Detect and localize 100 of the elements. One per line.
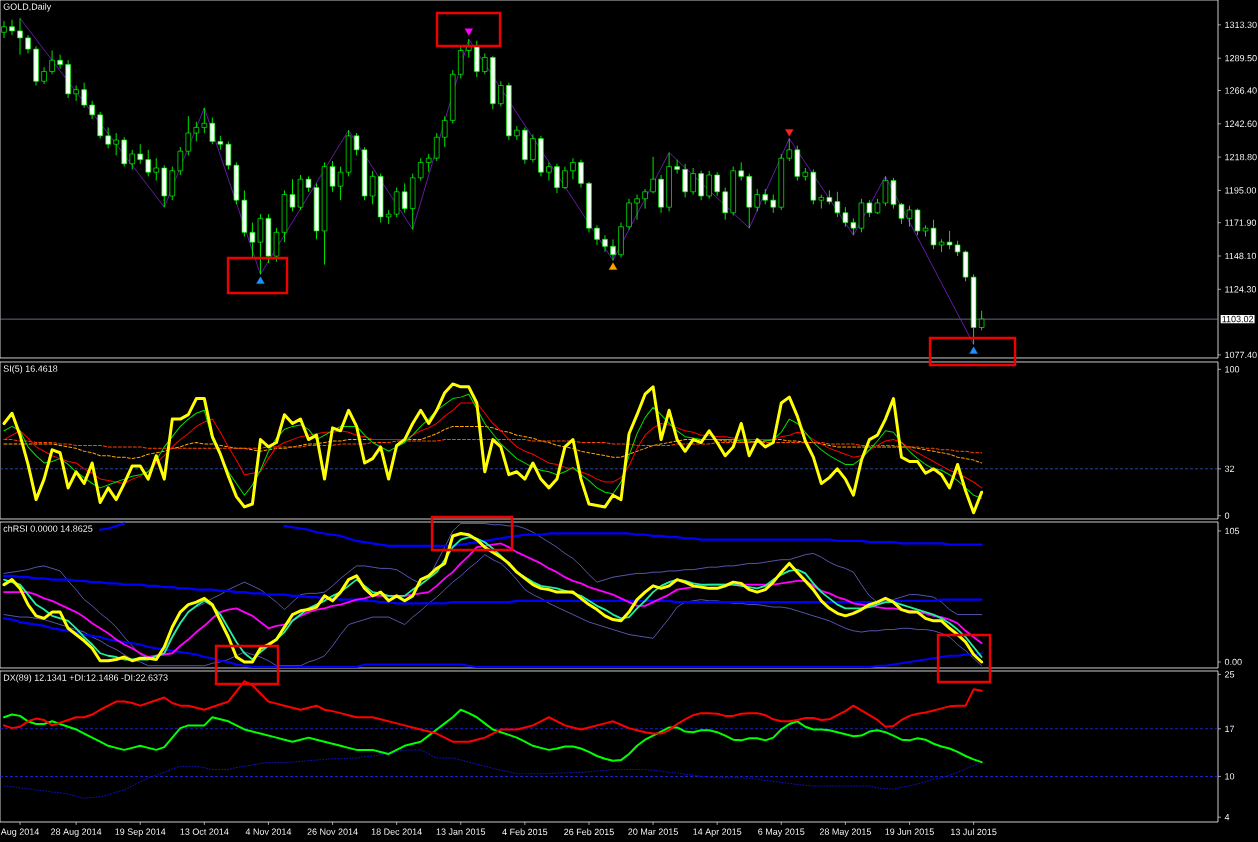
x-tick-label: 18 Dec 2014 (371, 828, 422, 835)
chart-title: chRSI 0.0000 14.8625 (3, 525, 93, 532)
y-tick-label: 105 (1225, 527, 1240, 535)
x-tick-label: 13 Oct 2014 (180, 828, 229, 835)
candlestick (401, 182, 408, 214)
candlestick (177, 146, 184, 176)
candlestick (201, 107, 208, 134)
y-tick-label: 17 (1225, 725, 1235, 732)
candlestick (209, 117, 216, 145)
point (785, 129, 794, 137)
candlestick (81, 82, 87, 109)
y-tick-label: 32 (1224, 465, 1235, 473)
candlestick (25, 34, 31, 54)
x-tick-label: 19 Sep 2014 (115, 828, 166, 837)
x-tick-label: Aug 2014 (0, 828, 40, 837)
y-tick-label: 25 (1224, 671, 1235, 678)
x-tick-label: 26 Nov 2014 (307, 828, 358, 835)
candlestick (698, 170, 704, 201)
candlestick (546, 161, 552, 182)
candlestick (722, 187, 728, 221)
candlestick (650, 156, 656, 194)
candlestick (738, 161, 744, 182)
x-tick-label: 26 Feb 2015 (564, 828, 614, 836)
candlestick (121, 136, 127, 168)
y-tick-label: 1195.00 (1225, 187, 1257, 194)
candlestick (946, 230, 953, 250)
candlestick (425, 153, 432, 173)
candlestick (257, 213, 264, 275)
x-tick-label: 13 Jul 2015 (951, 828, 997, 836)
y-tick-label: 0 (1224, 512, 1230, 519)
candlestick (482, 52, 488, 75)
candlestick (770, 194, 777, 214)
candlestick (554, 163, 560, 194)
candlestick (337, 166, 344, 201)
point (256, 276, 265, 284)
candlestick (786, 138, 793, 162)
y-tick-label: 100 (1225, 366, 1240, 373)
line-series (2, 382, 984, 515)
candlestick (754, 188, 760, 212)
y-tick-label: 1313.30 (1225, 21, 1257, 29)
candlestick (417, 157, 424, 182)
point (969, 346, 978, 354)
chart-title: DX(89) 12.1341 +DI:12.1486 -DI:22.6373 (3, 674, 168, 683)
candlestick (49, 50, 55, 75)
y-tick-label: 1148.10 (1225, 252, 1257, 260)
x-tick-label: 4 Nov 2014 (245, 828, 292, 835)
candlestick (570, 157, 576, 180)
chart-title: GOLD,Daily (3, 3, 52, 12)
candlestick (193, 121, 200, 142)
chart-title: SI(5) 16.4618 (3, 365, 58, 374)
candlestick (674, 159, 680, 175)
candlestick (441, 115, 448, 148)
y-tick-label: 1289.50 (1225, 54, 1257, 62)
candlestick (57, 54, 63, 70)
candlestick (706, 170, 712, 200)
candlestick (129, 149, 135, 170)
y-tick-label: 1171.90 (1225, 219, 1257, 226)
y-tick-label: 10 (1225, 773, 1235, 780)
point (464, 28, 473, 36)
candlestick (369, 170, 376, 205)
candlestick (842, 206, 849, 228)
candlestick (714, 171, 720, 197)
x-tick-label: 28 Aug 2014 (51, 828, 102, 837)
candlestick (498, 80, 504, 107)
y-tick-label: 1124.30 (1225, 286, 1257, 293)
x-tick-label: 6 May 2015 (758, 828, 805, 837)
candlestick (602, 234, 608, 253)
y-tick-label: 1077.40 (1225, 351, 1257, 359)
candlestick (578, 159, 584, 189)
candlestick (610, 238, 616, 261)
candlestick (137, 143, 143, 165)
x-tick-label: 4 Feb 2015 (502, 828, 548, 836)
ref-line-label: 1103.02 (1222, 315, 1254, 323)
x-tick-label: 28 May 2015 (819, 828, 872, 837)
y-tick-label: 1218.80 (1225, 153, 1257, 161)
x-tick-label: 14 Apr 2015 (693, 828, 742, 837)
candlestick (514, 125, 520, 141)
candlestick (682, 163, 688, 198)
candlestick (433, 132, 440, 162)
candlestick (97, 111, 103, 140)
candlestick (834, 191, 841, 218)
candlestick (626, 198, 632, 231)
y-tick-label: 1242.60 (1225, 120, 1257, 127)
candlestick (458, 45, 464, 79)
candlestick (530, 133, 536, 163)
candlestick (562, 166, 568, 190)
candlestick (393, 187, 400, 218)
candlestick (634, 194, 640, 221)
candlestick (105, 126, 111, 149)
candlestick (153, 157, 160, 182)
candlestick (17, 17, 23, 56)
candlestick (9, 19, 15, 36)
candlestick (113, 132, 119, 156)
candlestick (89, 100, 95, 120)
x-tick-label: 19 Jun 2015 (885, 828, 934, 835)
y-tick-label: 4 (1224, 814, 1230, 821)
y-tick-label: 1266.40 (1225, 87, 1257, 94)
candlestick (594, 224, 600, 246)
candlestick (353, 132, 360, 156)
candlestick (185, 115, 192, 156)
